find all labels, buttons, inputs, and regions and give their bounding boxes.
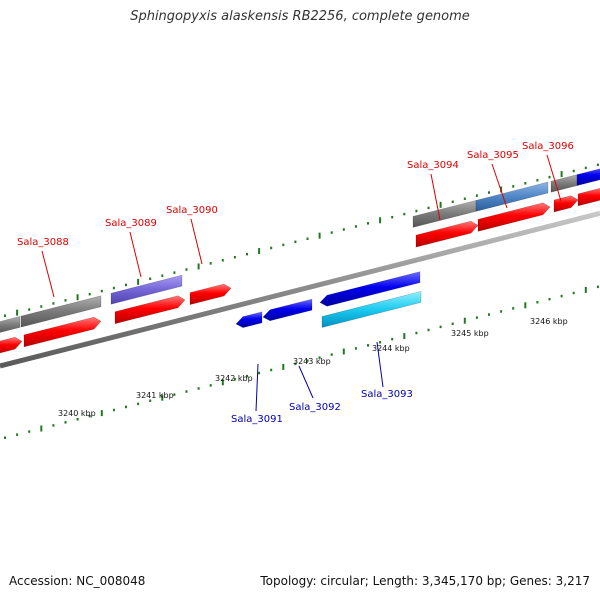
leader-line [376, 341, 384, 388]
cog-bar [20, 295, 102, 328]
leader-line [298, 365, 314, 399]
map-title: Sphingopyxis alaskensis RB2256, complete… [130, 9, 470, 24]
gene-label-forward: Sala_3094 [407, 160, 459, 171]
gene-label-forward: Sala_3088 [17, 237, 69, 248]
forward-cds-arrow [189, 283, 232, 306]
leader-line [430, 173, 441, 221]
gene-label-forward: Sala_3090 [166, 205, 218, 216]
gene-label-forward: Sala_3095 [467, 150, 519, 161]
forward-cds-arrow [477, 202, 551, 232]
forward-cds-arrow [577, 187, 600, 207]
cog-bar [475, 181, 549, 212]
accession-text: Accession: NC_008048 [9, 574, 146, 588]
cog-bar [576, 168, 600, 187]
gene-label-reverse: Sala_3092 [289, 402, 341, 413]
reverse-cds-arrow [262, 298, 313, 322]
leader-line [190, 218, 203, 265]
kbp-label: 3240 kbp [58, 409, 96, 418]
forward-cds-arrow [114, 295, 186, 325]
kbp-label: 3246 kbp [530, 317, 568, 326]
kbp-label: 3241 kbp [136, 391, 174, 400]
forward-cds-arrow [553, 195, 579, 213]
kbp-label: 3242 kbp [215, 374, 253, 383]
kbp-label: 3243 kbp [293, 357, 331, 366]
leader-line [41, 250, 55, 298]
kbp-label: 3245 kbp [451, 329, 489, 338]
gene-label-forward: Sala_3096 [522, 141, 574, 152]
forward-cds-arrow [415, 220, 479, 248]
leader-line [491, 163, 508, 209]
cog-bar [110, 274, 183, 305]
cog-bar [550, 174, 578, 193]
reverse-cds-arrow [235, 311, 263, 328]
forward-cds-arrow [0, 336, 23, 354]
gene-label-forward: Sala_3089 [105, 218, 157, 229]
gene-label-reverse: Sala_3091 [231, 414, 283, 425]
genome-summary-text: Topology: circular; Length: 3,345,170 bp… [260, 574, 590, 588]
leader-line [129, 231, 142, 278]
cog-bar [321, 290, 422, 328]
leader-line [255, 363, 259, 412]
kbp-label: 3244 kbp [372, 344, 410, 353]
gene-label-reverse: Sala_3093 [361, 389, 413, 400]
genome-backbone [0, 210, 600, 369]
reverse-cds-arrow [319, 271, 421, 307]
leader-line [546, 154, 562, 202]
cog-bar [0, 316, 21, 333]
forward-cds-arrow [23, 316, 102, 348]
